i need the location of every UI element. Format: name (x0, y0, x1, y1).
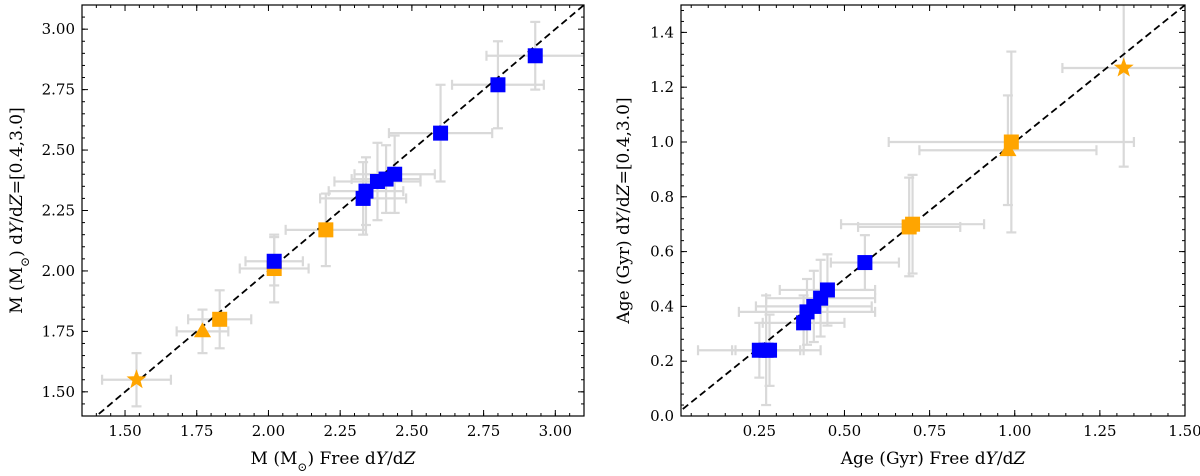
x-tick-label: 1.50 (108, 422, 141, 440)
age-comparison-panel: 0.25 0.50 0.75 1.00 1.25 1.50 0.0 0.2 0.4 0.6 0.8 1… (614, 4, 1200, 469)
ticks (81, 4, 585, 417)
x-tick-label: 2.75 (467, 422, 500, 440)
x-tick-label: 1.75 (180, 422, 213, 440)
plot-area (94, 5, 584, 416)
data-point-triangle (193, 322, 212, 338)
data-point-square (490, 77, 506, 93)
plot-area (681, 5, 1185, 412)
one-to-one-line (94, 5, 584, 416)
data-point-square (1003, 134, 1019, 150)
plot-frame (81, 4, 585, 417)
data-point-square (762, 342, 778, 358)
x-tick-label: 1.00 (998, 422, 1031, 440)
data-point-square (857, 255, 873, 271)
data-point-square (266, 253, 282, 269)
y-tick-label: 1.2 (650, 78, 674, 96)
x-tick-label: 2.50 (395, 422, 428, 440)
data-point-square (433, 125, 449, 141)
x-tick-label: 2.00 (252, 422, 285, 440)
x-tick-label: 1.50 (1168, 422, 1200, 440)
y-tick-label: 1.75 (42, 322, 75, 340)
data-points (751, 57, 1134, 358)
data-point-square (318, 222, 334, 238)
data-point-square (358, 183, 374, 199)
y-tick-label: 1.50 (42, 383, 75, 401)
y-tick-label: 1.4 (650, 23, 674, 41)
data-point-square (796, 315, 812, 331)
y-axis-label: M (M⊙) dY/dZ=[0.4,3.0] (7, 107, 32, 314)
y-tick-label: 1.0 (650, 133, 674, 151)
x-tick-label: 1.25 (1083, 422, 1116, 440)
x-axis-label: Age (Gyr) Free dY/dZ (840, 449, 1027, 469)
y-tick-label: 2.25 (42, 202, 75, 220)
y-tick-label: 3.00 (42, 20, 75, 38)
x-axis-label: M (M⊙) Free dY/dZ (251, 449, 417, 474)
x-tick-label: 3.00 (539, 422, 572, 440)
y-tick-label: 0.2 (650, 352, 674, 370)
y-tick-label: 0.4 (650, 297, 674, 315)
plot-frame (680, 4, 1186, 417)
ticks (681, 5, 1186, 417)
data-points (126, 48, 543, 389)
mass-comparison-panel: 1.50 1.75 2.00 2.25 2.50 2.75 3.00 1.50 1.75 2.00… (7, 4, 585, 474)
data-point-square (905, 216, 921, 232)
one-to-one-line (681, 5, 1185, 412)
y-tick-label: 2.75 (42, 81, 75, 99)
x-tick-label: 0.25 (743, 422, 776, 440)
data-point-square (527, 48, 543, 64)
x-tick-label: 0.50 (828, 422, 861, 440)
error-bars (100, 20, 584, 408)
data-point-star (1113, 57, 1134, 77)
y-tick-label: 0.8 (650, 188, 674, 206)
data-point-square (212, 311, 228, 327)
data-point-square (387, 166, 403, 182)
data-point-star (126, 369, 147, 389)
x-tick-label: 2.25 (323, 422, 356, 440)
y-axis-label: Age (Gyr) dY/dZ=[0.4,3.0] (614, 97, 634, 324)
x-tick-label: 0.75 (913, 422, 946, 440)
y-tick-label: 2.50 (42, 141, 75, 159)
y-tick-label: 2.00 (42, 262, 75, 280)
y-tick-label: 0.0 (650, 407, 674, 425)
y-tick-label: 0.6 (650, 243, 674, 261)
